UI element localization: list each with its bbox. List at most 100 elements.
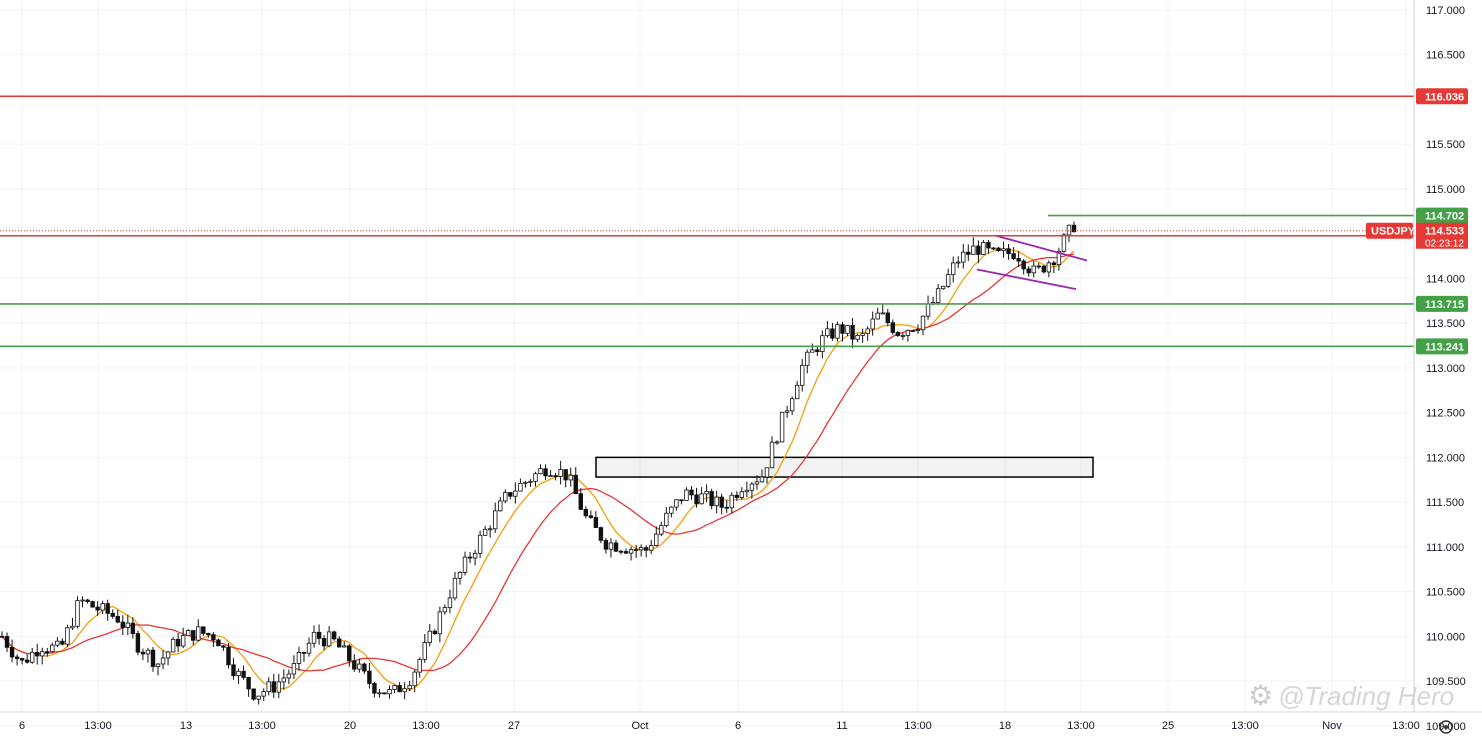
candle [266,677,271,696]
candle [966,244,971,261]
candle-body-up [608,542,614,550]
candle [402,682,407,700]
candle-body-down [910,329,916,332]
candle-body-down [241,670,246,678]
candle [744,481,750,498]
candle [940,285,946,290]
x-tick-label: 25 [1162,720,1174,732]
supply-demand-zone[interactable] [595,456,1094,478]
badge-label: 116.036 [1425,91,1464,103]
candle [513,482,518,504]
candle [301,651,307,662]
candle-body-down [588,515,594,518]
ma-slow-line[interactable] [1,253,1075,672]
candle-body-up [306,642,312,654]
flag-upper-line[interactable] [994,234,1088,262]
candle-body-down [694,494,699,505]
candle [1011,247,1016,260]
candle [784,405,790,418]
candle-body-down [362,663,367,672]
candle-body-up [291,663,297,675]
candle [951,256,956,283]
candle [95,601,100,616]
candle-body-up [971,245,976,255]
candle-body-down [0,635,5,638]
candle-body-down [890,322,896,333]
candle-body-down [221,645,226,648]
candle [170,636,176,653]
candle [472,549,478,566]
candle-body-up [236,670,241,677]
candle-body-down [679,499,684,502]
candle-body-up [160,657,166,665]
candle [407,680,412,692]
candle [774,440,780,445]
candle-body-down [271,681,276,693]
watermark: ⚙ @Trading Hero [1248,680,1454,711]
candle-body-down [986,242,991,249]
badge-label: 113.241 [1425,341,1464,353]
countdown-timer: 02:23:12 [1425,239,1464,250]
candle [684,487,689,501]
candle [437,606,443,643]
candle-body-up [915,329,921,332]
candle [875,307,880,320]
candle [739,487,745,500]
candle [145,647,151,663]
candle-body-up [462,556,468,573]
candle [1006,243,1011,260]
candle-body-up [638,547,644,551]
candle [840,321,845,342]
candle [654,526,659,547]
x-tick-label: 20 [344,720,356,732]
y-tick-label: 111.000 [1426,542,1464,554]
ma-fast-line[interactable] [1,248,1075,691]
candle [1021,259,1026,275]
candle-body-down [508,492,513,497]
candle [714,490,719,514]
candle [543,464,548,480]
candle-body-down [613,542,619,552]
candle-body-down [175,638,181,647]
candle-body-up [342,645,347,648]
candle [180,627,186,649]
price-axis[interactable] [1414,0,1482,741]
candle-body-down [578,493,583,510]
candle-body-up [487,528,493,531]
candle [644,545,649,558]
candle-body-down [397,685,402,693]
candle [860,328,865,343]
candle [286,669,292,685]
candle [276,673,282,699]
candle [976,240,981,264]
candle [442,604,448,615]
flag-lower-line[interactable] [976,268,1077,291]
candle [412,670,417,693]
candle-body-up [296,651,302,664]
x-tick-label: 13:00 [1392,720,1420,732]
settings-gear-icon[interactable] [1439,720,1453,734]
candle-body-down [85,599,90,602]
candle-body-down [709,491,714,507]
candle-body-up [1031,265,1036,274]
candle-body-up [628,549,634,554]
candle [563,469,568,488]
candle [578,488,583,510]
candle [724,500,729,513]
candle [417,657,422,678]
candle [769,436,775,469]
candle-body-up [794,384,800,400]
candle-body-up [1061,234,1067,252]
candle-body-up [311,631,317,644]
candle [754,475,760,490]
candle-body-up [704,491,709,495]
candle [820,330,825,359]
candle [558,460,563,485]
badge-bg [1416,295,1468,312]
candle [699,487,704,505]
candle [251,688,256,701]
candle [175,633,181,653]
candle-body-up [739,491,745,498]
